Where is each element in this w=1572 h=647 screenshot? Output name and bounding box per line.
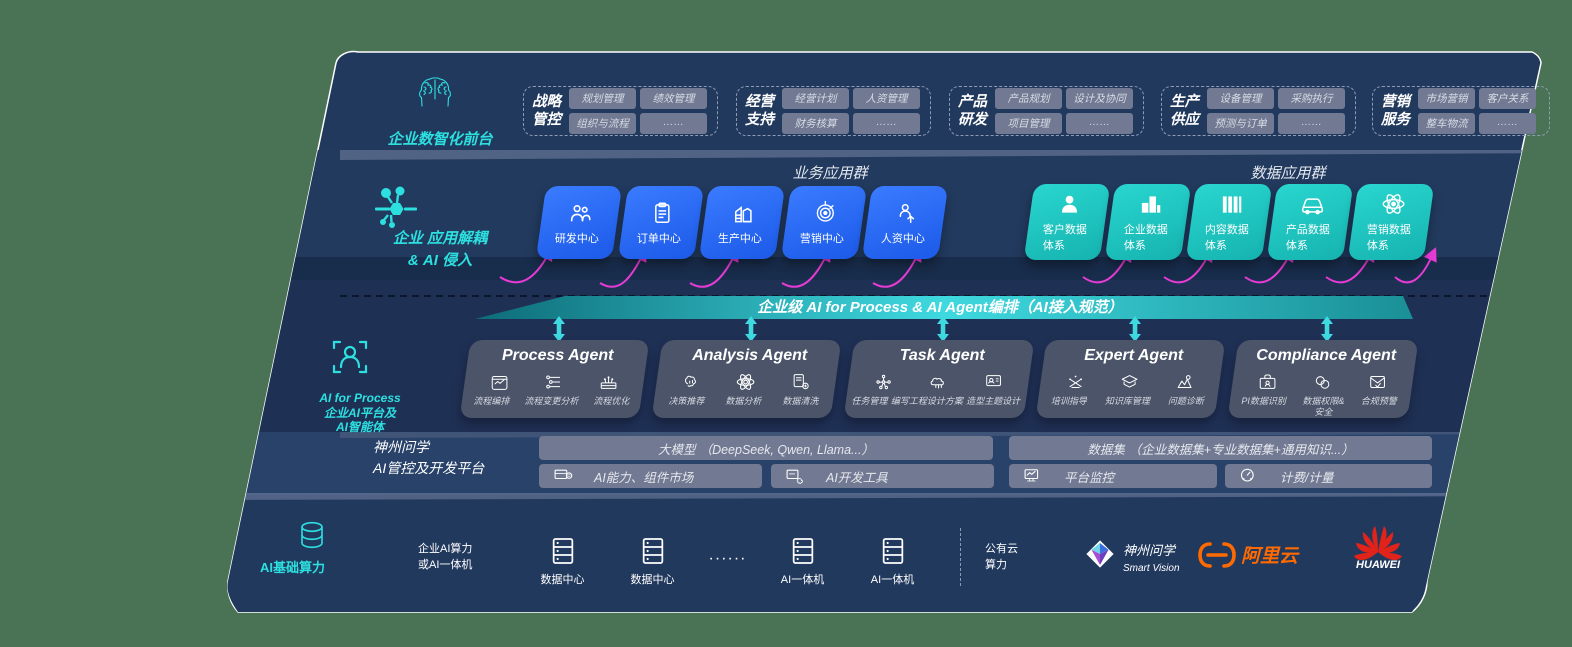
svg-text:阿里云: 阿里云 — [1241, 546, 1300, 567]
svg-text:HUAWEI: HUAWEI — [1356, 559, 1401, 571]
svg-text:企业级 AI for Process & AI Agent编: 企业级 AI for Process & AI Agent编排（AI接入规范） — [757, 298, 1123, 316]
